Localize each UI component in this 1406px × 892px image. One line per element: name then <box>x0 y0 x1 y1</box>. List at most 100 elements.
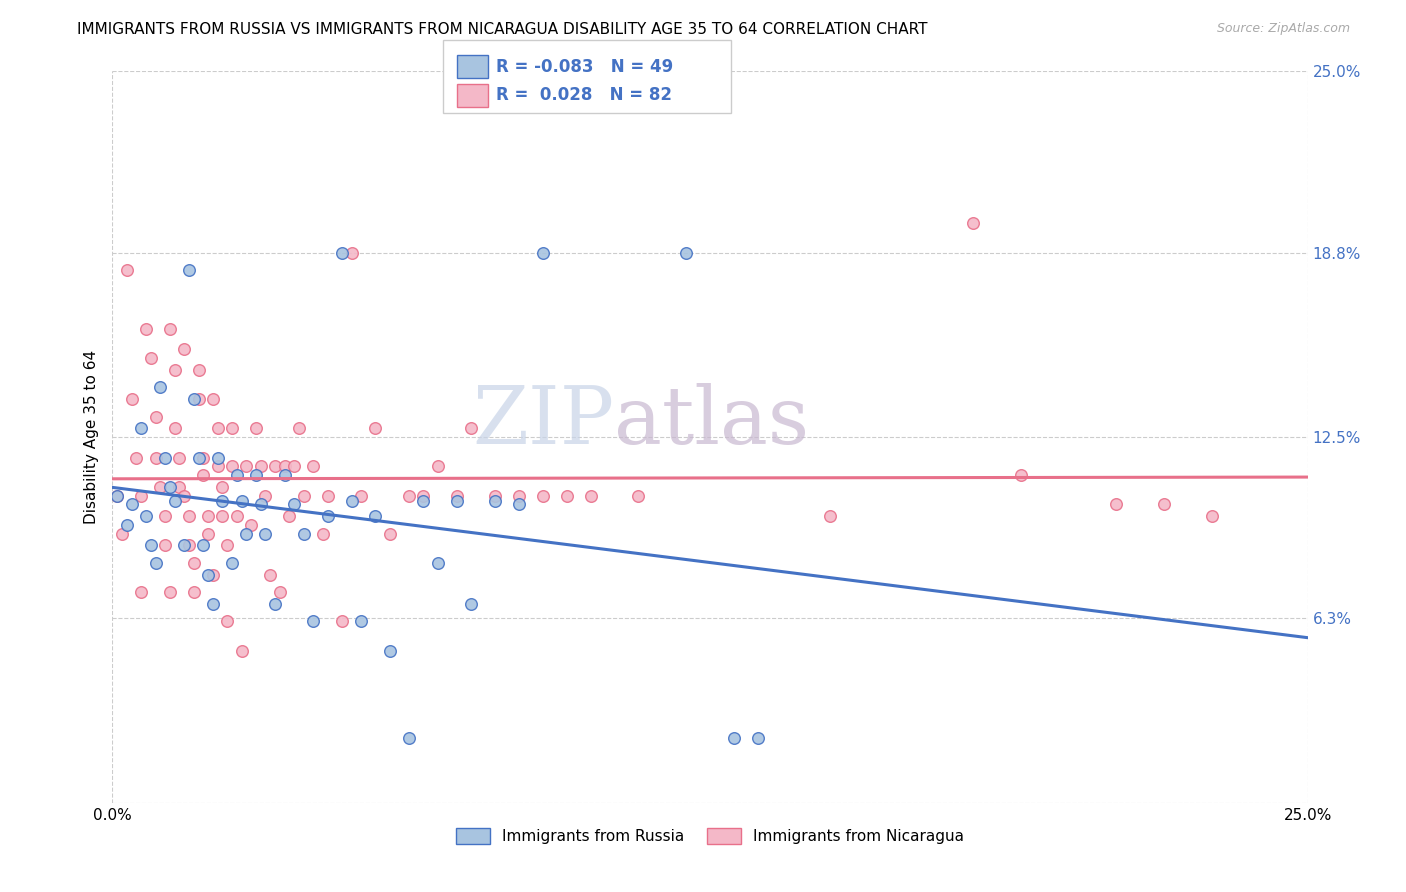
Point <box>173 343 195 357</box>
Point <box>173 489 195 503</box>
Point <box>675 245 697 260</box>
Point <box>135 322 157 336</box>
Point <box>446 494 468 508</box>
Point <box>201 567 224 582</box>
Point <box>197 509 219 524</box>
Point <box>231 494 253 508</box>
Point <box>125 450 148 465</box>
Point <box>302 615 325 629</box>
Point <box>254 489 277 503</box>
Point <box>249 459 271 474</box>
Legend: Immigrants from Russia, Immigrants from Nicaragua: Immigrants from Russia, Immigrants from … <box>450 822 970 850</box>
Point <box>221 459 243 474</box>
Point <box>555 489 578 503</box>
Point <box>139 538 162 552</box>
Point <box>105 489 128 503</box>
Point <box>1201 509 1223 524</box>
Point <box>316 489 339 503</box>
Text: Source: ZipAtlas.com: Source: ZipAtlas.com <box>1216 22 1350 36</box>
Point <box>531 245 554 260</box>
Point <box>145 556 167 570</box>
Point <box>169 480 191 494</box>
Point <box>235 526 257 541</box>
Point <box>283 497 305 511</box>
Point <box>398 489 420 503</box>
Point <box>207 450 229 465</box>
Point <box>426 556 449 570</box>
Point <box>193 468 215 483</box>
Point <box>292 526 315 541</box>
Text: atlas: atlas <box>614 384 810 461</box>
Point <box>149 380 172 394</box>
Point <box>115 517 138 532</box>
Point <box>217 538 239 552</box>
Point <box>1010 468 1032 483</box>
Point <box>201 597 224 611</box>
Point <box>259 567 281 582</box>
Point <box>249 497 271 511</box>
Point <box>231 643 253 657</box>
Point <box>627 489 650 503</box>
Point <box>330 245 353 260</box>
Point <box>398 731 420 746</box>
Point <box>177 509 200 524</box>
Point <box>283 459 305 474</box>
Point <box>221 556 243 570</box>
Point <box>484 489 506 503</box>
Point <box>254 526 277 541</box>
Point <box>364 421 387 435</box>
Point <box>484 494 506 508</box>
Point <box>121 392 143 406</box>
Point <box>163 494 186 508</box>
Point <box>446 489 468 503</box>
Point <box>264 459 287 474</box>
Point <box>207 459 229 474</box>
Point <box>105 489 128 503</box>
Point <box>412 489 434 503</box>
Point <box>426 459 449 474</box>
Text: R =  0.028   N = 82: R = 0.028 N = 82 <box>496 87 672 104</box>
Point <box>159 322 181 336</box>
Point <box>163 363 186 377</box>
Point <box>269 585 291 599</box>
Point <box>240 517 263 532</box>
Point <box>747 731 769 746</box>
Point <box>159 480 181 494</box>
Point <box>115 263 138 277</box>
Text: IMMIGRANTS FROM RUSSIA VS IMMIGRANTS FROM NICARAGUA DISABILITY AGE 35 TO 64 CORR: IMMIGRANTS FROM RUSSIA VS IMMIGRANTS FRO… <box>77 22 928 37</box>
Point <box>245 468 267 483</box>
Point <box>111 526 134 541</box>
Point <box>217 615 239 629</box>
Point <box>197 567 219 582</box>
Point <box>177 538 200 552</box>
Point <box>412 494 434 508</box>
Point <box>330 615 353 629</box>
Point <box>197 526 219 541</box>
Point <box>292 489 315 503</box>
Point <box>193 450 215 465</box>
Point <box>129 421 152 435</box>
Y-axis label: Disability Age 35 to 64: Disability Age 35 to 64 <box>84 350 100 524</box>
Point <box>273 468 295 483</box>
Point <box>312 526 335 541</box>
Point <box>364 509 387 524</box>
Point <box>460 597 482 611</box>
Point <box>302 459 325 474</box>
Text: R = -0.083   N = 49: R = -0.083 N = 49 <box>496 58 673 76</box>
Point <box>273 459 295 474</box>
Point <box>183 392 205 406</box>
Point <box>135 509 157 524</box>
Point <box>129 585 152 599</box>
Point <box>340 494 363 508</box>
Point <box>153 509 176 524</box>
Point <box>187 363 209 377</box>
Point <box>193 538 215 552</box>
Point <box>153 538 176 552</box>
Point <box>187 450 209 465</box>
Point <box>818 509 841 524</box>
Point <box>1105 497 1128 511</box>
Point <box>531 489 554 503</box>
Point <box>173 538 195 552</box>
Point <box>378 643 401 657</box>
Point <box>187 392 209 406</box>
